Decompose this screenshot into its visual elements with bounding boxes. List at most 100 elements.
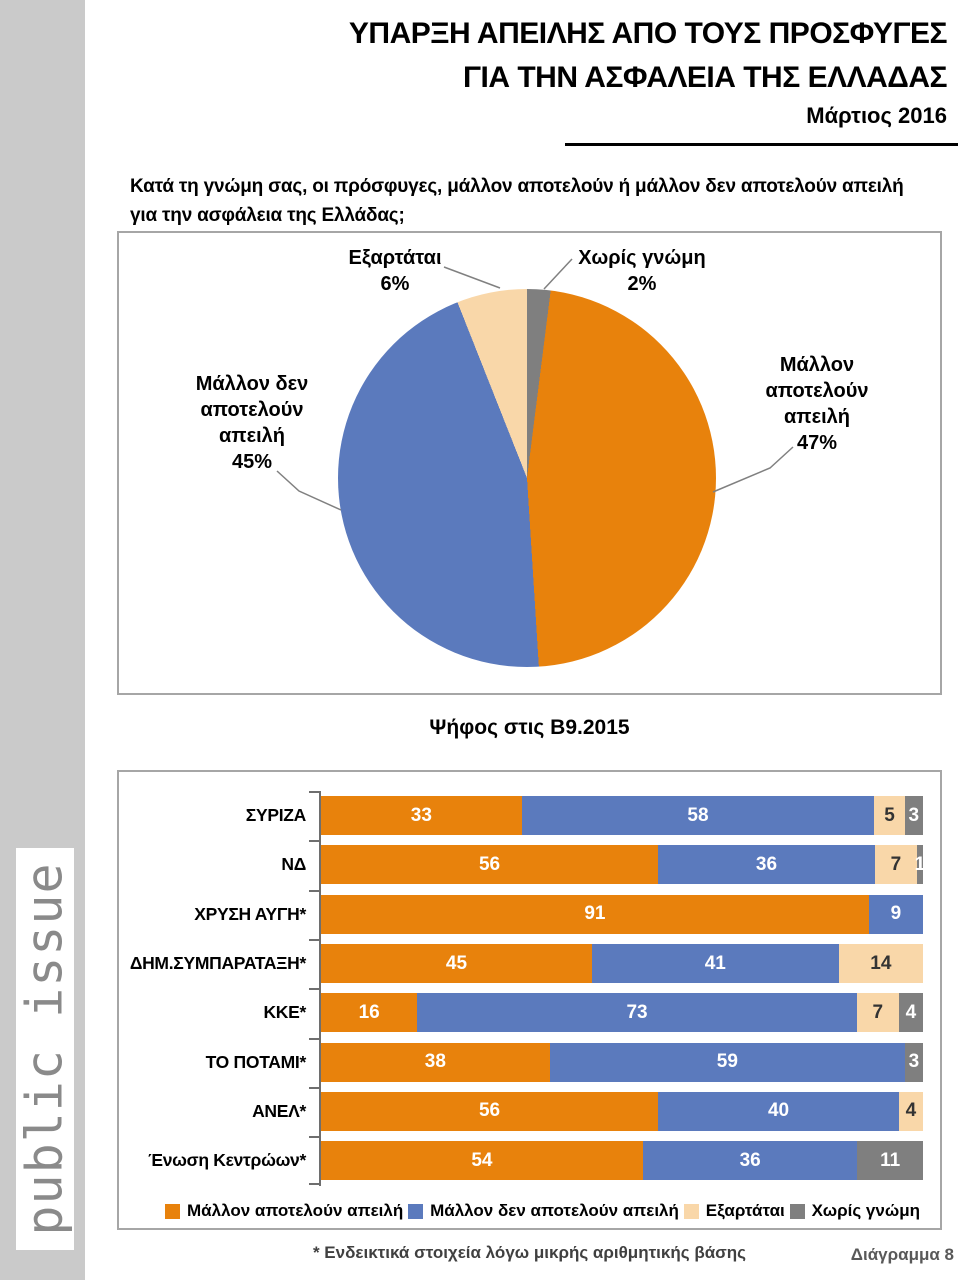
bar-segment: 40: [658, 1091, 899, 1131]
pie-label-not-threat-l1: Μάλλον δεν: [195, 373, 309, 395]
bar-segment: 9: [868, 894, 923, 934]
bar-row-label: ΧΡΥΣΗ ΑΥΓΗ*: [194, 903, 306, 924]
legend-item: Μάλλον δεν αποτελούν απειλή: [408, 1201, 679, 1221]
bar-segment-value: 5: [884, 804, 895, 826]
survey-question: Κατά τη γνώμη σας, οι πρόσφυγες, μάλλον …: [130, 172, 930, 230]
bar-row-label: ΑΝΕΛ*: [252, 1100, 306, 1121]
pie-label-not-threat: Μάλλον δεν αποτελούν απειλή 45%: [142, 371, 362, 475]
bar-segment: 73: [417, 993, 857, 1033]
diagram-number: Διάγραμμα 8: [850, 1245, 954, 1264]
bar-segment: 4: [898, 1091, 923, 1131]
bar-segment: 16: [321, 993, 418, 1033]
survey-question-line2: για την ασφάλεια της Ελλάδας;: [130, 205, 405, 226]
bar-track: 33 58 5 3: [321, 796, 923, 836]
bar-segment: 56: [321, 845, 659, 885]
bar-segment-value: 33: [410, 804, 432, 826]
pie-label-depends-text: Εξαρτάται: [348, 247, 442, 269]
logo-text: public issue: [16, 862, 75, 1236]
brand-sidebar: public issue: [0, 0, 85, 1280]
bar-row-label: ΝΔ: [281, 854, 306, 875]
bar-row-label: ΔΗΜ.ΣΥΜΠΑΡΑΤΑΞΗ*: [129, 953, 306, 974]
bar-row: ΚΚΕ* 16 73 7 4: [119, 988, 923, 1037]
bar-row: ΔΗΜ.ΣΥΜΠΑΡΑΤΑΞΗ* 45 41 14: [119, 939, 923, 988]
pie-label-depends: Εξαρτάται 6%: [305, 245, 485, 297]
pie-label-not-threat-pct: 45%: [231, 451, 273, 473]
bar-segment: 14: [838, 944, 923, 984]
bar-segment: 91: [321, 894, 869, 934]
bar-segment-value: 59: [716, 1051, 738, 1073]
axis-tick: [309, 840, 319, 843]
axis-tick: [309, 1136, 319, 1139]
bar-segment-value: 45: [445, 952, 468, 974]
bar-segment-value: 56: [478, 853, 501, 875]
bar-chart-title: Ψήφος στις Β9.2015: [429, 716, 630, 739]
axis-tick: [309, 938, 319, 941]
chart-legend: Μάλλον αποτελούν απειλή Μάλλον δεν αποτελ…: [119, 1201, 940, 1221]
pie-label-depends-pct: 6%: [380, 273, 410, 295]
bar-row: ΧΡΥΣΗ ΑΥΓΗ* 91 9: [119, 890, 923, 939]
bar-row: Ένωση Κεντρώων* 54 36 11: [119, 1136, 923, 1185]
axis-tick: [309, 1037, 319, 1040]
bar-segment: 5: [874, 796, 905, 836]
legend-item: Χωρίς γνώμη: [789, 1201, 920, 1221]
bar-track: 54 36 11: [321, 1141, 923, 1181]
bar-segment: 56: [321, 1091, 659, 1131]
bar-row-label: ΤΟ ΠΟΤΑΜΙ*: [205, 1051, 307, 1072]
pie-leader-lines: [276, 258, 794, 511]
bar-segment-value: 14: [870, 952, 892, 974]
bar-segment-value: 36: [755, 853, 778, 875]
legend-label: Εξαρτάται: [705, 1201, 785, 1220]
bar-segment-value: 91: [584, 903, 606, 925]
bar-row-label: ΣΥΡΙΖΑ: [245, 805, 307, 826]
bar-segment-value: 4: [905, 1100, 917, 1122]
bar-segment: 45: [321, 944, 592, 984]
bar-track: 45 41 14: [321, 944, 923, 984]
bar-segment: 33: [321, 796, 522, 836]
legend-swatch: [165, 1203, 180, 1219]
bar-track: 16 73 7 4: [321, 993, 923, 1033]
bar-segment-value: 54: [471, 1149, 493, 1171]
bar-segment-value: 4: [905, 1001, 917, 1023]
public-issue-logo: public issue: [16, 848, 74, 1250]
bar-row-label: Ένωση Κεντρώων*: [148, 1150, 306, 1171]
legend-label: Χωρίς γνώμη: [811, 1201, 920, 1220]
bar-segment-value: 58: [687, 804, 709, 826]
bar-segment-value: 3: [908, 1051, 920, 1073]
page-title-line2: ΓΙΑ ΤΗΝ ΑΣΦΑΛΕΙΑ ΤΗΣ ΕΛΛΑΔΑΣ: [462, 61, 948, 94]
legend-swatch: [408, 1203, 424, 1219]
title-date: Μάρτιος 2016: [806, 103, 947, 128]
bar-segment-value: 73: [626, 1001, 648, 1023]
bar-segment-value: 3: [908, 804, 920, 826]
axis-tick: [309, 889, 319, 892]
pie-chart: [338, 289, 716, 667]
pie-label-threat-pct: 47%: [796, 432, 838, 454]
bar-segment-value: 41: [704, 952, 726, 974]
pie-label-no-opinion: Χωρίς γνώμη 2%: [542, 245, 742, 297]
legend-item: Εξαρτάται: [683, 1201, 785, 1221]
bar-row: ΣΥΡΙΖΑ 33 58 5 3: [119, 791, 923, 840]
pie-label-threat-l3: απειλή: [784, 406, 850, 428]
bar-segment-value: 9: [890, 903, 902, 925]
bar-rows: ΣΥΡΙΖΑ 33 58 5 3 ΝΔ 56 36 7 1 ΧΡΥΣΗ ΑΥΓΗ* 91 9 ΔΗΜ.ΣΥ…: [119, 791, 925, 1186]
bar-axis-line: [319, 791, 321, 1186]
pie-label-threat: Μάλλον αποτελούν απειλή 47%: [717, 352, 917, 456]
pie-chart-panel: Εξαρτάται 6% Χωρίς γνώμη 2% Μάλλον δεν α…: [117, 231, 942, 695]
bar-chart-panel: ΣΥΡΙΖΑ 33 58 5 3 ΝΔ 56 36 7 1 ΧΡΥΣΗ ΑΥΓΗ* 91 9 ΔΗΜ.ΣΥ…: [117, 770, 942, 1230]
bar-segment: 4: [898, 993, 923, 1033]
page-title-line1: ΥΠΑΡΞΗ ΑΠΕΙΛΗΣ ΑΠΟ ΤΟΥΣ ΠΡΟΣΦΥΓΕΣ: [348, 17, 948, 50]
bar-segment: 54: [321, 1141, 643, 1181]
bar-row: ΑΝΕΛ* 56 40 4: [119, 1087, 923, 1136]
axis-tick: [309, 1183, 319, 1186]
bar-segment-value: 7: [872, 1001, 884, 1023]
axis-tick: [309, 988, 319, 991]
bar-track: 56 40 4: [321, 1091, 923, 1131]
pie-label-not-threat-l2: αποτελούν: [200, 399, 304, 421]
bar-segment-value: 56: [478, 1100, 501, 1122]
bar-segment: 36: [658, 845, 875, 885]
legend-label: Μάλλον δεν αποτελούν απειλή: [430, 1201, 679, 1220]
bar-segment: 11: [857, 1141, 923, 1181]
bar-segment: 41: [591, 944, 839, 984]
bar-segment-value: 11: [880, 1149, 901, 1171]
pie-label-no-opinion-pct: 2%: [627, 273, 657, 295]
bar-row: ΤΟ ΠΟΤΑΜΙ* 38 59 3: [119, 1037, 923, 1086]
